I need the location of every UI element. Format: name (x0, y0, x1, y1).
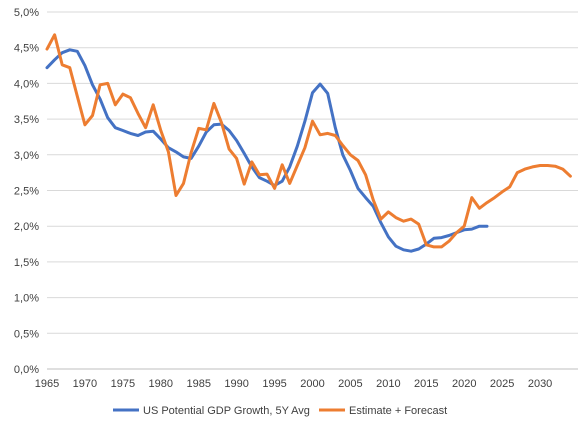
x-axis-tick-labels: 1965 1970 1975 1980 1985 1990 1995 2000 2005 2010… (35, 378, 553, 390)
y-tick-label: 2,0% (14, 221, 39, 233)
y-tick-label: 1,5% (14, 257, 39, 269)
x-tick-label: 2005 (338, 378, 362, 390)
series-line-1 (45, 48, 489, 253)
series-line-2 (45, 33, 572, 249)
y-tick-label: 1,0% (14, 293, 39, 305)
legend-label: Estimate + Forecast (349, 405, 447, 417)
x-tick-label: 2025 (490, 378, 514, 390)
x-tick-label: 1965 (35, 378, 59, 390)
y-tick-label: 2,5% (14, 186, 39, 198)
x-tick-label: 2020 (452, 378, 476, 390)
y-tick-label: 4,0% (14, 78, 39, 90)
x-tick-label: 1970 (73, 378, 97, 390)
series-lines (45, 33, 572, 253)
x-tick-label: 1995 (262, 378, 286, 390)
x-tick-label: 1990 (224, 378, 248, 390)
y-tick-label: 5,0% (14, 7, 39, 19)
legend: US Potential GDP Growth, 5Y Avg Estimate … (113, 405, 447, 417)
x-tick-label: 2010 (376, 378, 400, 390)
gridlines (47, 11, 578, 334)
x-tick-label: 2015 (414, 378, 438, 390)
y-axis-tick-labels: 0,0% 0,5% 1,0% 1,5% 2,0% 2,5% 3,0% 3,5% 4,0% 4,5%… (14, 7, 39, 376)
legend-label: US Potential GDP Growth, 5Y Avg (143, 405, 310, 417)
x-tick-label: 2030 (528, 378, 552, 390)
y-tick-label: 0,0% (14, 364, 39, 376)
y-tick-label: 0,5% (14, 328, 39, 340)
y-tick-label: 3,0% (14, 150, 39, 162)
y-tick-label: 3,5% (14, 114, 39, 126)
y-tick-label: 4,5% (14, 43, 39, 55)
x-tick-label: 1975 (111, 378, 135, 390)
x-tick-label: 1985 (186, 378, 210, 390)
x-tick-label: 2000 (300, 378, 324, 390)
x-tick-label: 1980 (149, 378, 173, 390)
